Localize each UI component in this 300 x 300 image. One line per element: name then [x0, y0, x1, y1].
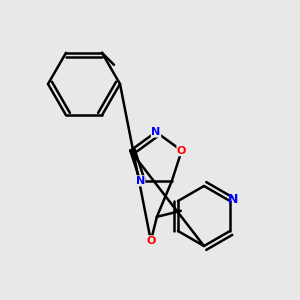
Text: O: O — [177, 146, 186, 156]
Text: N: N — [136, 176, 145, 186]
Text: N: N — [152, 127, 160, 137]
Text: O: O — [146, 236, 156, 246]
Text: N: N — [228, 193, 238, 206]
